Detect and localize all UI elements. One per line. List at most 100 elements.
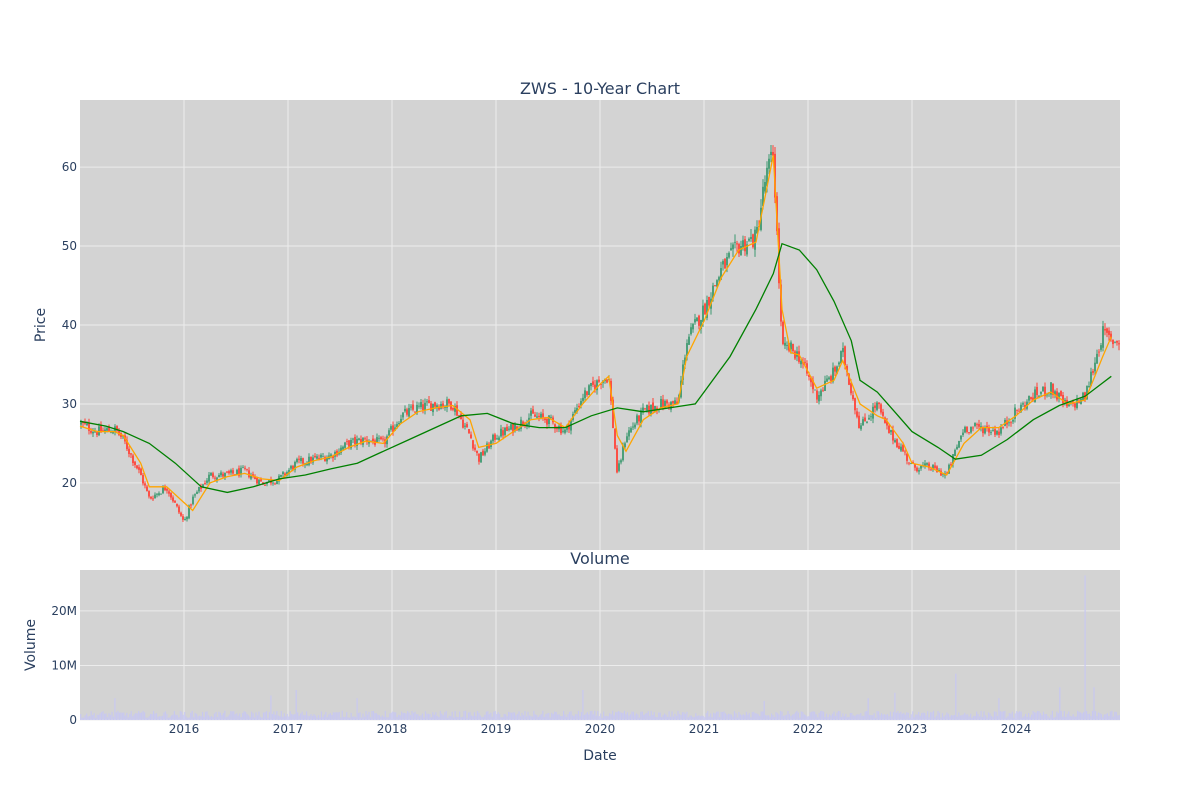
volume-bar [92, 715, 94, 720]
candle-body [192, 496, 194, 505]
volume-bar [399, 715, 401, 720]
volume-bar [193, 717, 195, 720]
candle-body [468, 429, 470, 434]
volume-bar [824, 716, 826, 720]
volume-bar [802, 711, 804, 720]
volume-bar [995, 711, 997, 720]
candle-body [914, 464, 916, 468]
volume-bar [940, 717, 942, 720]
candle-body [134, 461, 136, 466]
volume-bar [261, 717, 263, 720]
candle-body [584, 390, 586, 399]
candle-body [974, 423, 976, 426]
volume-bar [1033, 712, 1036, 720]
candle-body [878, 402, 880, 405]
volume-bar [981, 717, 984, 720]
volume-bar [772, 715, 774, 720]
candle-body [726, 256, 728, 266]
volume-bar [331, 714, 333, 720]
volume-bar [148, 716, 150, 720]
candle-body [310, 457, 312, 463]
candle-body [636, 415, 638, 424]
volume-bar [573, 716, 575, 720]
candle-body [706, 300, 708, 318]
candle-body [1118, 343, 1120, 345]
volume-bar [176, 715, 178, 720]
candle-body [816, 390, 818, 400]
volume-bar [1084, 575, 1086, 720]
volume-bar [338, 712, 340, 720]
candle-body [768, 158, 770, 169]
volume-bar [1005, 717, 1007, 720]
candle-body [306, 463, 308, 466]
volume-bar [986, 717, 988, 720]
candle-body [672, 401, 674, 404]
volume-bar [720, 711, 722, 720]
candle-body [386, 436, 388, 445]
volume-bar [491, 716, 493, 720]
candle-body [1020, 404, 1022, 412]
candle-body [1106, 328, 1108, 333]
volume-bar [132, 716, 134, 720]
candle-body [884, 417, 886, 424]
volume-bar [941, 713, 944, 720]
candle-body [322, 456, 324, 458]
volume-bar [866, 711, 868, 720]
volume-bar [987, 712, 990, 720]
volume-bar [842, 713, 844, 720]
volume-bar [442, 715, 444, 720]
volume-bar [702, 715, 704, 720]
volume-bar [396, 716, 398, 720]
volume-bar [629, 714, 632, 720]
volume-bar [1112, 716, 1114, 720]
candle-body [474, 447, 476, 450]
volume-bar [450, 716, 452, 720]
volume-bar [713, 712, 715, 720]
candle-body [698, 315, 700, 326]
volume-bar [574, 714, 577, 720]
candle-body [138, 467, 140, 470]
candle-body [830, 376, 832, 381]
candle-body [440, 403, 442, 409]
candle-body [1076, 398, 1078, 408]
volume-bar [568, 711, 571, 720]
volume-bar [1111, 710, 1113, 720]
volume-bar [142, 710, 144, 720]
volume-bar [533, 710, 535, 720]
volume-bar [454, 711, 456, 720]
volume-bar [973, 715, 975, 720]
candle-body [1052, 383, 1054, 395]
volume-bar [219, 712, 221, 720]
volume-bar [990, 715, 993, 720]
volume-bar [589, 711, 591, 720]
candle-body [364, 438, 366, 440]
candle-body [592, 381, 594, 385]
volume-bar [907, 712, 909, 720]
volume-bar [151, 714, 153, 720]
candle-body [354, 436, 356, 445]
volume-bar [690, 715, 692, 720]
candle-body [844, 346, 846, 366]
candle-body [948, 464, 950, 474]
candle-body [1036, 386, 1038, 396]
candle-body [1098, 351, 1100, 353]
volume-bar [797, 712, 799, 720]
volume-bar [613, 715, 615, 720]
volume-bar [913, 717, 915, 720]
volume-bar [103, 713, 106, 720]
volume-bar [1008, 713, 1010, 720]
candle-body [406, 409, 408, 415]
volume-bar [157, 716, 159, 720]
volume-bar [791, 714, 793, 720]
volume-bar [692, 716, 694, 720]
volume-bar [751, 712, 753, 720]
volume-bar [787, 710, 789, 720]
volume-bar [552, 713, 554, 720]
volume-bar [482, 717, 484, 720]
volume-bar [505, 714, 507, 720]
candle-body [340, 447, 342, 454]
volume-bar [513, 712, 516, 720]
candle-body [1008, 422, 1010, 424]
volume-bar [768, 715, 770, 720]
volume-subplot-title: Volume [570, 549, 630, 568]
